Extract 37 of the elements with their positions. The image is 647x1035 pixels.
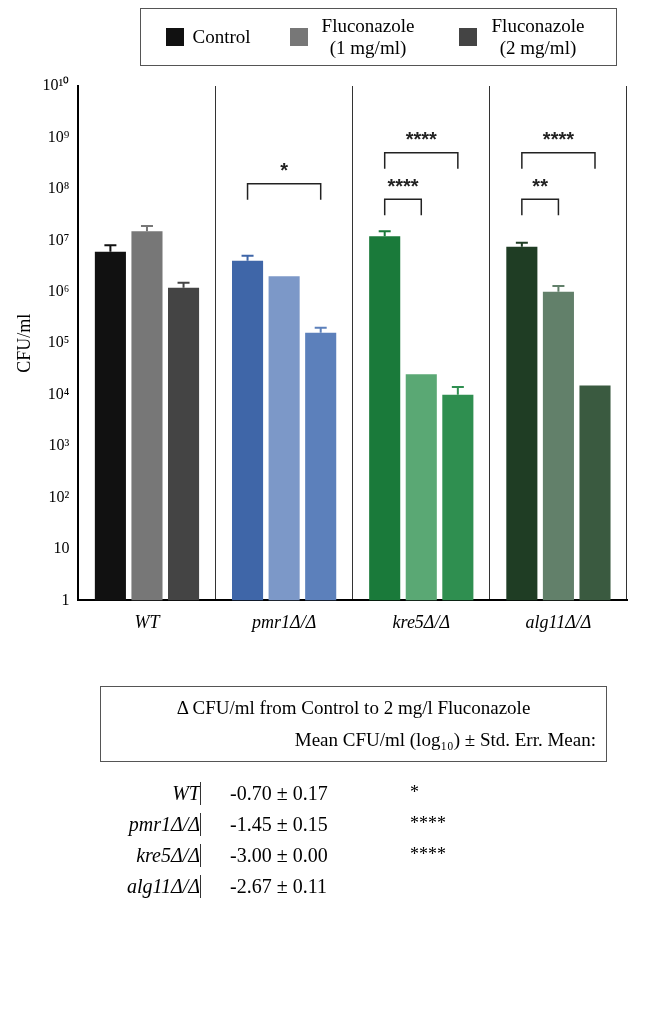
legend-label: Fluconazole (1 mg/ml): [320, 15, 416, 59]
y-tick-label: 10⁷: [47, 230, 70, 248]
annotation: ****: [387, 174, 419, 197]
annotation: **: [532, 174, 549, 197]
x-tick-label: WT: [134, 611, 162, 632]
y-tick-label: 10¹⁰: [42, 76, 70, 94]
y-tick-label: 10³: [48, 436, 70, 454]
text: Δ CFU/ml from Control to 2 mg/l Fluconazole: [175, 697, 532, 719]
text: -1.45 ± 0.15: [230, 813, 329, 836]
legend-label: Fluconazole (2 mg/ml): [490, 15, 586, 59]
text: ****: [410, 813, 447, 835]
y-tick-label: 10⁶: [47, 281, 70, 299]
text: -2.67 ± 0.11: [230, 875, 328, 898]
y-tick-label: 10⁹: [47, 127, 70, 145]
x-tick-label: alg11Δ/Δ: [525, 611, 592, 632]
y-tick-label: 1: [61, 590, 70, 608]
text: Mean CFU/ml (log₁₀) ± Std. Err. Mean:: [293, 729, 596, 751]
x-tick-label: pmr1Δ/Δ: [250, 611, 317, 632]
text: kre5Δ/Δ: [135, 844, 200, 867]
text: alg11Δ/Δ: [125, 875, 200, 898]
annotation: *: [280, 159, 289, 182]
y-tick-label: 10²: [48, 487, 70, 505]
text: *: [410, 782, 420, 804]
text: ****: [410, 844, 447, 866]
text: pmr1Δ/Δ: [126, 813, 200, 836]
y-tick-label: 10⁸: [47, 179, 70, 197]
text: WT: [171, 782, 200, 805]
legend-label: Control: [192, 26, 251, 48]
text: -0.70 ± 0.17: [230, 782, 329, 805]
y-tick-label: 10⁴: [47, 384, 70, 402]
annotation: ****: [542, 128, 575, 151]
text: -3.00 ± 0.00: [230, 844, 329, 867]
y-axis-title: CFU/ml: [13, 313, 34, 373]
y-tick-label: 10: [53, 539, 70, 557]
annotation: ****: [405, 128, 438, 151]
y-tick-label: 10⁵: [47, 333, 70, 351]
x-tick-label: kre5Δ/Δ: [392, 611, 450, 632]
